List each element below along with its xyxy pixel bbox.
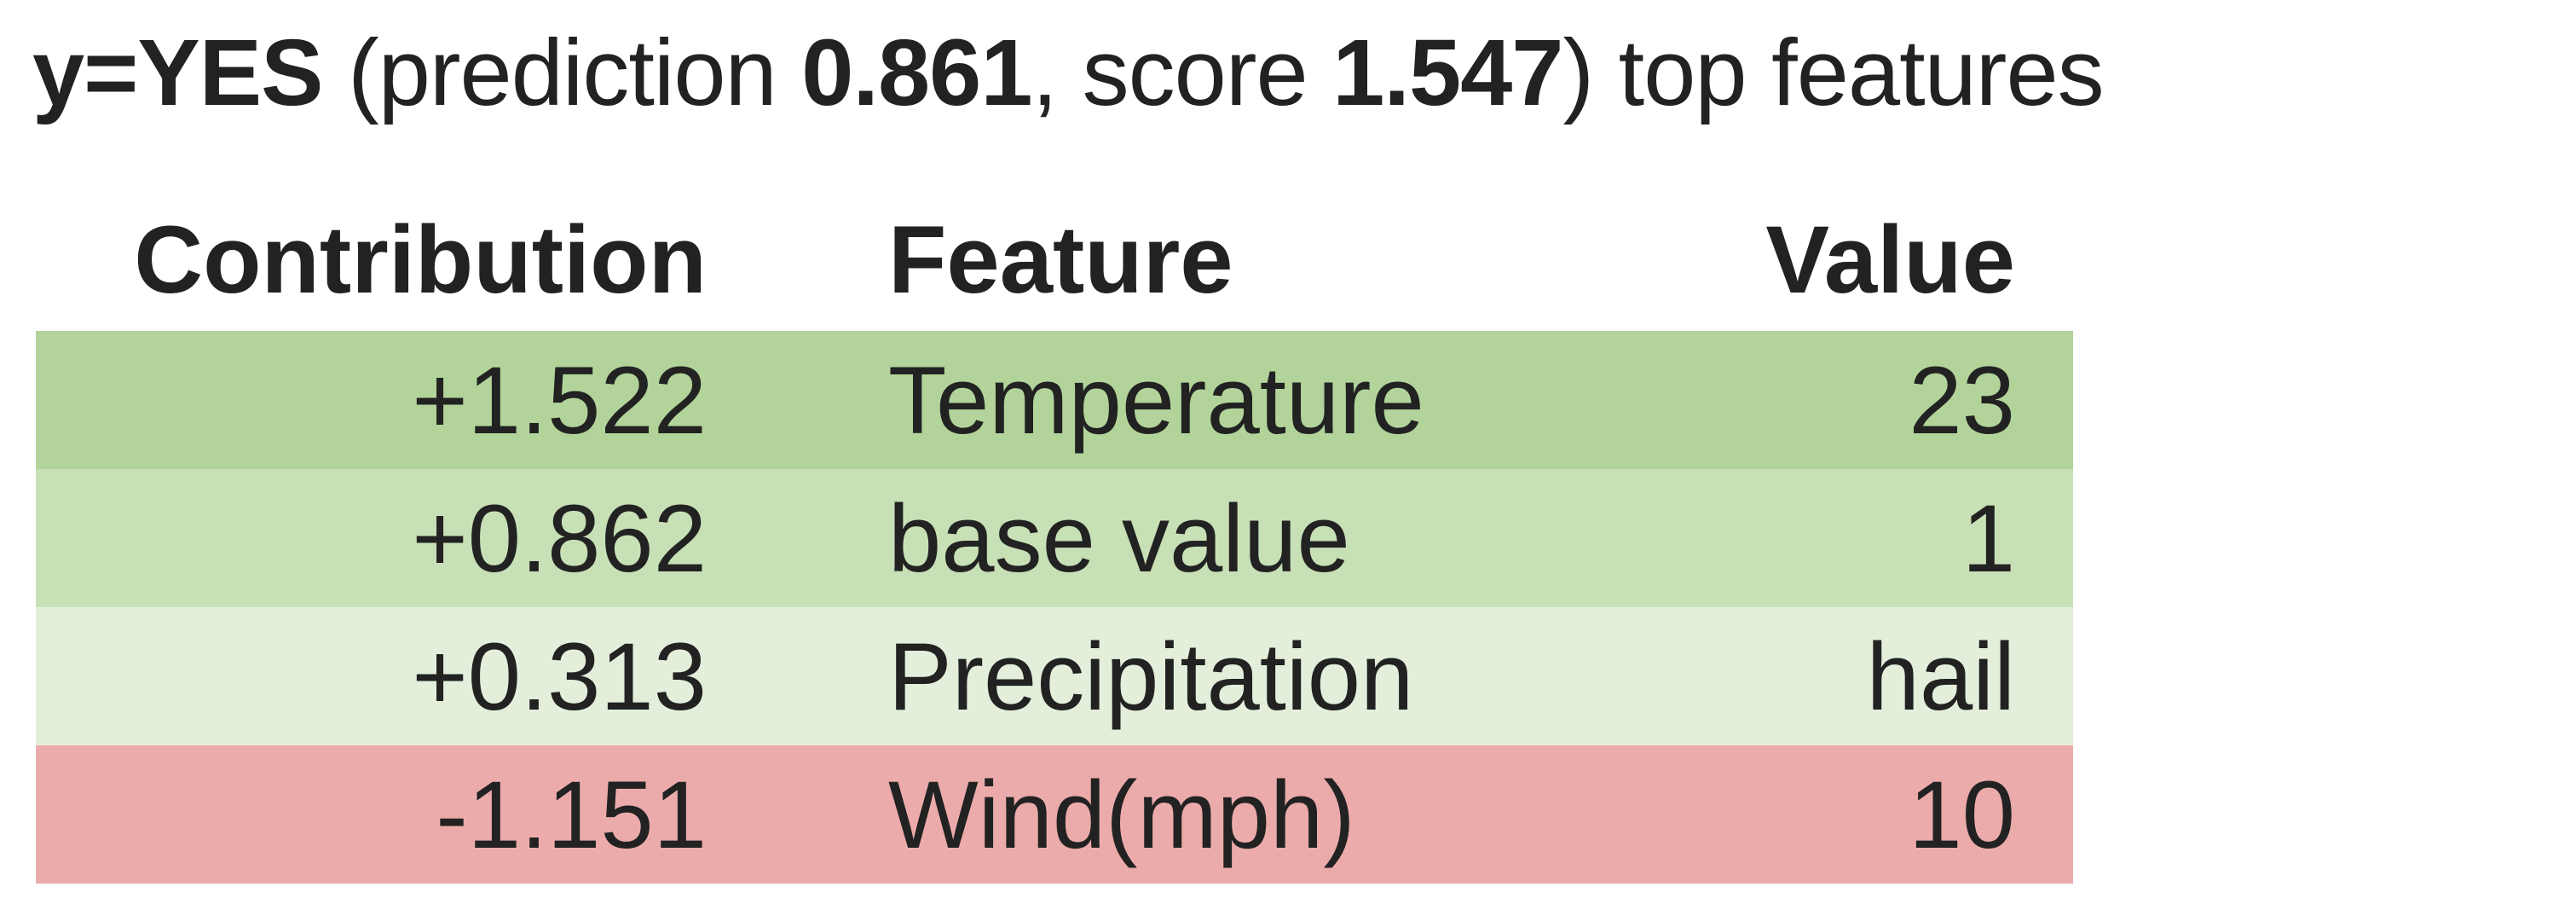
contribution-cell: +1.522 xyxy=(412,346,707,454)
heading-text-mid: , score xyxy=(1031,20,1333,125)
prediction-heading: y=YES (prediction 0.861, score 1.547) to… xyxy=(32,14,2105,133)
feature-cell: Precipitation xyxy=(888,623,1414,730)
heading-text-open: (prediction xyxy=(322,20,802,125)
score-value: 1.547 xyxy=(1332,20,1563,125)
table-header-row: Contribution Feature Value xyxy=(36,188,2073,331)
feature-cell: Wind(mph) xyxy=(888,761,1355,868)
table-row: -1.151 Wind(mph) 10 xyxy=(36,745,2073,884)
feature-cell: base value xyxy=(888,484,1350,592)
contribution-cell: +0.313 xyxy=(412,623,707,730)
table-row: +1.522 Temperature 23 xyxy=(36,331,2073,469)
header-contribution: Contribution xyxy=(134,206,707,313)
contribution-cell: -1.151 xyxy=(436,761,707,868)
value-cell: 10 xyxy=(1909,761,2015,868)
heading-text-close: ) top features xyxy=(1562,20,2104,125)
value-cell: 23 xyxy=(1909,346,2015,454)
value-cell: hail xyxy=(1866,623,2015,730)
prediction-value: 0.861 xyxy=(801,20,1032,125)
contribution-cell: +0.862 xyxy=(412,484,707,592)
header-feature: Feature xyxy=(888,206,1233,313)
target-label: y=YES xyxy=(32,20,324,125)
feature-cell: Temperature xyxy=(888,346,1424,454)
table-row: +0.313 Precipitation hail xyxy=(36,607,2073,745)
feature-contribution-table: Contribution Feature Value +1.522 Temper… xyxy=(36,188,2073,884)
table-row: +0.862 base value 1 xyxy=(36,469,2073,607)
header-value: Value xyxy=(1765,206,2015,313)
value-cell: 1 xyxy=(1961,484,2015,592)
